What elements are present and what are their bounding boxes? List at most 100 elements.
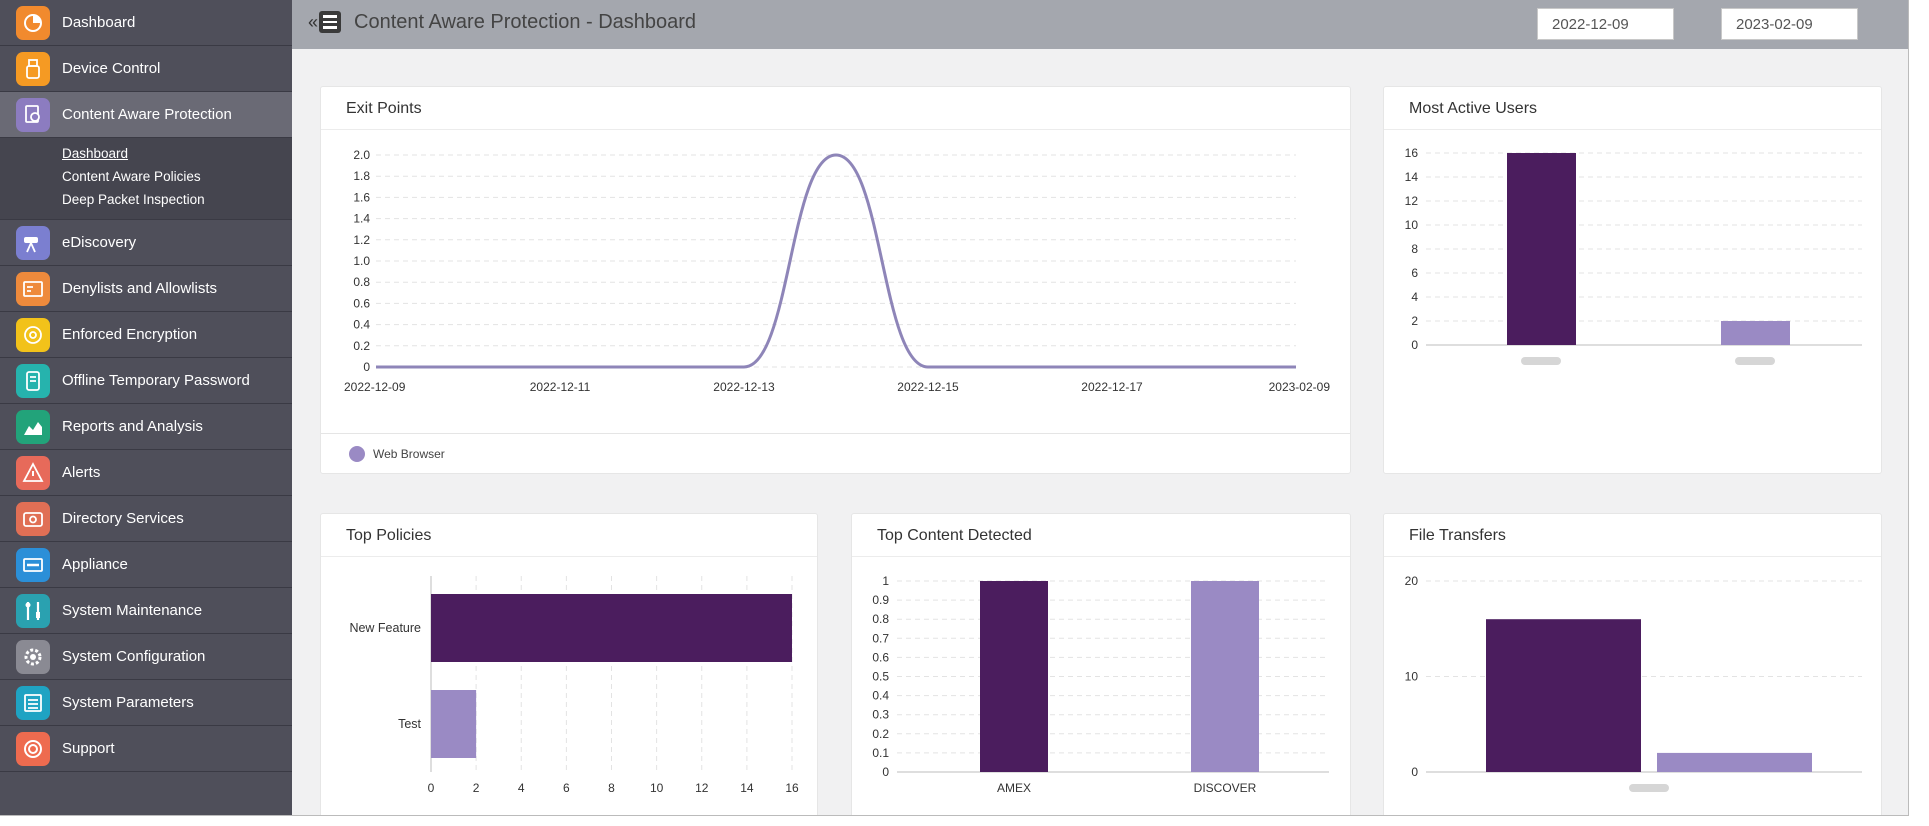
sidebar-item-enforced-encryption[interactable]: Enforced Encryption (0, 312, 292, 358)
sidebar-item-reports-and-analysis[interactable]: Reports and Analysis (0, 404, 292, 450)
card-title: Most Active Users (1384, 87, 1881, 130)
appliance-icon (16, 547, 50, 582)
collapse-sidebar-button[interactable]: « (308, 11, 342, 33)
legend-label[interactable]: Web Browser (373, 446, 445, 461)
x-tick-label: 6 (563, 781, 570, 795)
sidebar-item-offline-temporary-password[interactable]: Offline Temporary Password (0, 358, 292, 404)
y-tick-label: 1 (882, 574, 889, 588)
sidebar-item-label: Offline Temporary Password (62, 372, 250, 389)
y-tick-label: 4 (1411, 290, 1418, 304)
password-icon (16, 363, 50, 398)
sidebar-item-label: Support (62, 740, 115, 757)
sidebar-item-system-configuration[interactable]: System Configuration (0, 634, 292, 680)
y-tick-label: 0.6 (872, 650, 889, 664)
sidebar: Dashboard Device Control Content Aware Pro… (0, 0, 292, 815)
y-tick-label: 0.8 (353, 275, 370, 289)
x-tick-label: 0 (428, 781, 435, 795)
y-tick-label: 0.6 (353, 296, 370, 310)
exit-points-chart: 0 0.2 0.4 0.6 0.8 1.0 1.2 1.4 1.6 1.8 2.0 2022-12-0… (344, 148, 1331, 394)
sidebar-item-denylists-and-allowlists[interactable]: Denylists and Allowlists (0, 266, 292, 312)
usb-icon (16, 51, 50, 86)
sidebar-item-label: Reports and Analysis (62, 418, 203, 435)
sidebar-item-label: System Parameters (62, 694, 194, 711)
sidebar-item-support[interactable]: Support (0, 726, 292, 772)
header-bar: « Content Aware Protection - Dashboard (292, 0, 1908, 49)
sidebar-item-label: System Maintenance (62, 602, 203, 619)
legend-swatch[interactable] (349, 445, 365, 462)
y-tick-label: 0.7 (872, 631, 889, 645)
dashboard-icon (16, 5, 50, 40)
x-tick-label: 14 (740, 781, 754, 795)
lifebuoy-icon (16, 731, 50, 766)
most-active-users-card: Most Active Users 0 2 4 6 8 10 12 14 16 (1383, 86, 1882, 474)
y-tick-label: 12 (1405, 194, 1419, 208)
category-label: DISCOVER (1194, 781, 1257, 795)
sidebar-item-label: Alerts (62, 464, 101, 481)
disc-icon (16, 317, 50, 352)
y-tick-label: 1.0 (353, 254, 370, 268)
y-tick-label: 2.0 (353, 148, 370, 162)
top-policies-chart: 0 2 4 6 8 10 12 14 16 New Feature Test (349, 576, 799, 795)
document-search-icon (16, 97, 50, 132)
top-content-card: Top Content Detected 0 0.1 0.2 0.3 0.4 0.5 0.6… (851, 513, 1351, 815)
file-transfers-card: File Transfers 0 10 20 (1383, 513, 1882, 815)
sidebar-item-system-maintenance[interactable]: System Maintenance (0, 588, 292, 634)
x-tick-label: 10 (650, 781, 664, 795)
sidebar-item-device-control[interactable]: Device Control (0, 46, 292, 92)
subnav-item-dashboard[interactable]: Dashboard (62, 146, 129, 161)
y-tick-label: 10 (1405, 218, 1419, 232)
y-tick-label: 0.3 (872, 708, 889, 722)
x-tick-label: 2 (473, 781, 480, 795)
x-tick-label: 2022-12-13 (713, 380, 775, 394)
y-tick-label: 6 (1411, 266, 1418, 280)
top-content-chart: 0 0.1 0.2 0.3 0.4 0.5 0.6 0.7 0.8 0.9 1 AMEX DISCOVE… (872, 574, 1329, 795)
x-tick-label: 8 (608, 781, 615, 795)
category-label: New Feature (349, 621, 421, 635)
subnav-item-content-aware-policies[interactable]: Content Aware Policies (62, 169, 201, 184)
sidebar-item-label: Dashboard (62, 14, 136, 31)
y-tick-label: 0.8 (872, 612, 889, 626)
sidebar-item-appliance[interactable]: Appliance (0, 542, 292, 588)
obscured-label (1629, 784, 1669, 792)
date-from-input[interactable] (1537, 8, 1674, 40)
file-transfers-chart: 0 10 20 (1405, 574, 1862, 792)
subnav: Dashboard Content Aware Policies Deep Pack… (0, 138, 292, 220)
x-tick-label: 4 (518, 781, 525, 795)
bar (1507, 153, 1576, 345)
y-tick-label: 1.4 (353, 212, 370, 226)
sidebar-item-label: eDiscovery (62, 234, 137, 251)
x-tick-label: 2022-12-15 (897, 380, 959, 394)
bar (1657, 752, 1812, 772)
x-tick-label: 16 (785, 781, 799, 795)
sidebar-item-label: Appliance (62, 556, 128, 573)
bar (1486, 619, 1641, 772)
sidebar-item-system-parameters[interactable]: System Parameters (0, 680, 292, 726)
sidebar-item-label: Directory Services (62, 510, 184, 527)
y-tick-label: 2 (1411, 314, 1418, 328)
sidebar-item-content-aware-protection[interactable]: Content Aware Protection (0, 92, 292, 138)
x-tick-label: 2023-02-09 (1269, 380, 1331, 394)
sidebar-item-ediscovery[interactable]: eDiscovery (0, 220, 292, 266)
y-tick-label: 0.5 (872, 670, 889, 684)
exit-points-card: Exit Points 0 0.2 0.4 0.6 0.8 1.0 1.2 1.4 1.6 1.8… (320, 86, 1351, 474)
menu-icon (319, 11, 342, 33)
y-tick-label: 10 (1405, 670, 1419, 684)
category-label: AMEX (997, 781, 1031, 795)
card-title: Exit Points (321, 87, 1350, 130)
sidebar-item-dashboard[interactable]: Dashboard (0, 0, 292, 46)
y-tick-label: 14 (1405, 170, 1419, 184)
most-active-users-chart: 0 2 4 6 8 10 12 14 16 (1405, 146, 1862, 365)
subnav-item-deep-packet-inspection[interactable]: Deep Packet Inspection (62, 192, 205, 207)
y-tick-label: 0.4 (872, 689, 889, 703)
y-tick-label: 0.2 (872, 727, 889, 741)
bar (1191, 581, 1259, 772)
sidebar-item-directory-services[interactable]: Directory Services (0, 496, 292, 542)
sidebar-item-label: Content Aware Protection (62, 106, 232, 123)
date-to-input[interactable] (1721, 8, 1858, 40)
y-tick-label: 0 (882, 765, 889, 779)
y-tick-label: 0.4 (353, 318, 370, 332)
page-title: Content Aware Protection - Dashboard (354, 11, 697, 33)
gear-icon (16, 639, 50, 674)
parameters-icon (16, 685, 50, 720)
sidebar-item-alerts[interactable]: Alerts (0, 450, 292, 496)
